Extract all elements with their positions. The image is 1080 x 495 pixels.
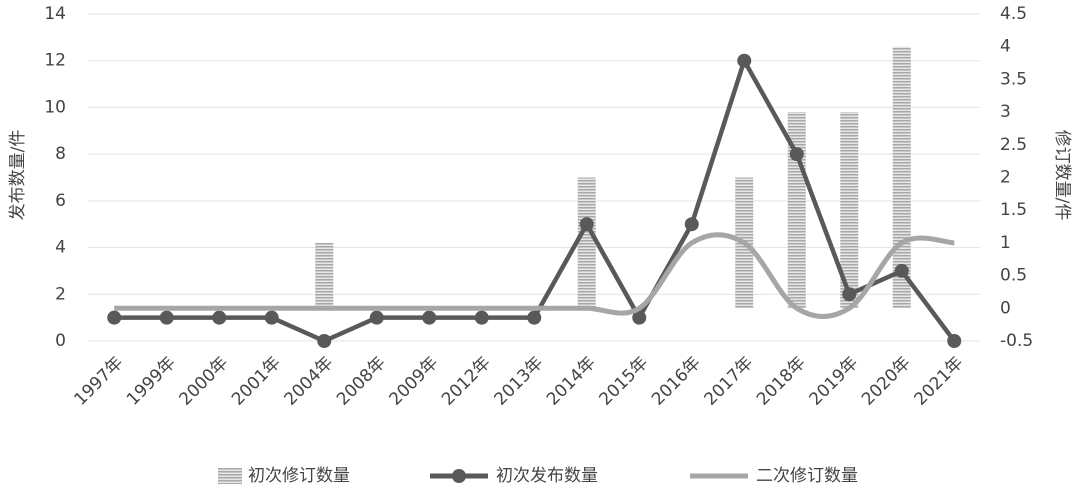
y2-tick-label: 4 bbox=[1000, 37, 1011, 57]
bar bbox=[840, 112, 859, 309]
legend-marker bbox=[452, 469, 466, 483]
bar bbox=[315, 242, 334, 309]
y2-tick-label: 0 bbox=[1000, 298, 1011, 318]
line bbox=[114, 232, 955, 319]
x-tick-label: 2001年 bbox=[228, 353, 285, 410]
marker bbox=[422, 310, 437, 325]
y-tick-label: 8 bbox=[55, 144, 66, 164]
y2-tick-label: 4.5 bbox=[1000, 4, 1027, 24]
marker bbox=[212, 310, 227, 325]
y2-tick-label: 3 bbox=[1000, 102, 1011, 122]
y-tick-label: 12 bbox=[44, 51, 66, 71]
y-tick-label: 6 bbox=[55, 191, 66, 211]
x-tick-label: 2018年 bbox=[753, 353, 810, 410]
x-tick-label: 2009年 bbox=[386, 353, 443, 410]
y2-tick-label: 1.5 bbox=[1000, 200, 1027, 220]
x-tick-label: 2012年 bbox=[438, 353, 495, 410]
x-tick-label: 2019年 bbox=[806, 353, 863, 410]
y2-tick-label: 0.5 bbox=[1000, 266, 1027, 286]
legend-label: 初次发布数量 bbox=[496, 466, 598, 486]
y-axis-title: 发布数量/件 bbox=[8, 130, 28, 221]
y-tick-label: 2 bbox=[55, 284, 66, 304]
legend-swatch bbox=[218, 468, 242, 484]
x-tick-label: 2014年 bbox=[543, 353, 600, 410]
y2-axis-title: 修订数量/件 bbox=[1052, 130, 1072, 221]
x-tick-label: 2013年 bbox=[491, 353, 548, 410]
y2-tick-label: 2 bbox=[1000, 168, 1011, 188]
x-tick-label: 2021年 bbox=[911, 353, 968, 410]
y2-tick-label: 1 bbox=[1000, 233, 1011, 253]
marker bbox=[579, 217, 594, 232]
y2-tick-label: 3.5 bbox=[1000, 69, 1027, 89]
marker bbox=[527, 310, 542, 325]
marker bbox=[317, 334, 332, 348]
y2-tick-label: 2.5 bbox=[1000, 135, 1027, 155]
x-tick-label: 1997年 bbox=[71, 353, 128, 410]
x-tick-label: 2004年 bbox=[281, 353, 338, 410]
y-tick-label: 0 bbox=[55, 331, 66, 351]
x-tick-label: 2015年 bbox=[596, 353, 653, 410]
legend-label: 二次修订数量 bbox=[756, 466, 858, 486]
marker bbox=[947, 334, 962, 348]
y-tick-label: 10 bbox=[44, 97, 66, 117]
x-tick-label: 1999年 bbox=[123, 353, 180, 410]
marker bbox=[474, 310, 489, 325]
marker bbox=[684, 217, 699, 232]
x-tick-label: 2017年 bbox=[701, 353, 758, 410]
y-tick-label: 4 bbox=[55, 238, 66, 258]
x-tick-label: 2016年 bbox=[648, 353, 705, 410]
marker bbox=[789, 147, 804, 162]
marker bbox=[632, 310, 647, 325]
marker bbox=[842, 287, 857, 302]
y2-tick-label: -0.5 bbox=[1000, 331, 1033, 351]
marker bbox=[159, 310, 174, 325]
bar bbox=[577, 177, 596, 309]
marker bbox=[369, 310, 384, 325]
x-tick-label: 2008年 bbox=[333, 353, 390, 410]
marker bbox=[737, 53, 752, 68]
y-tick-label: 14 bbox=[44, 4, 66, 24]
marker bbox=[894, 263, 909, 278]
x-tick-label: 2020年 bbox=[858, 353, 915, 410]
x-tick-label: 2000年 bbox=[176, 353, 233, 410]
marker bbox=[264, 310, 279, 325]
legend-label: 初次修订数量 bbox=[248, 466, 350, 486]
marker bbox=[107, 310, 122, 325]
